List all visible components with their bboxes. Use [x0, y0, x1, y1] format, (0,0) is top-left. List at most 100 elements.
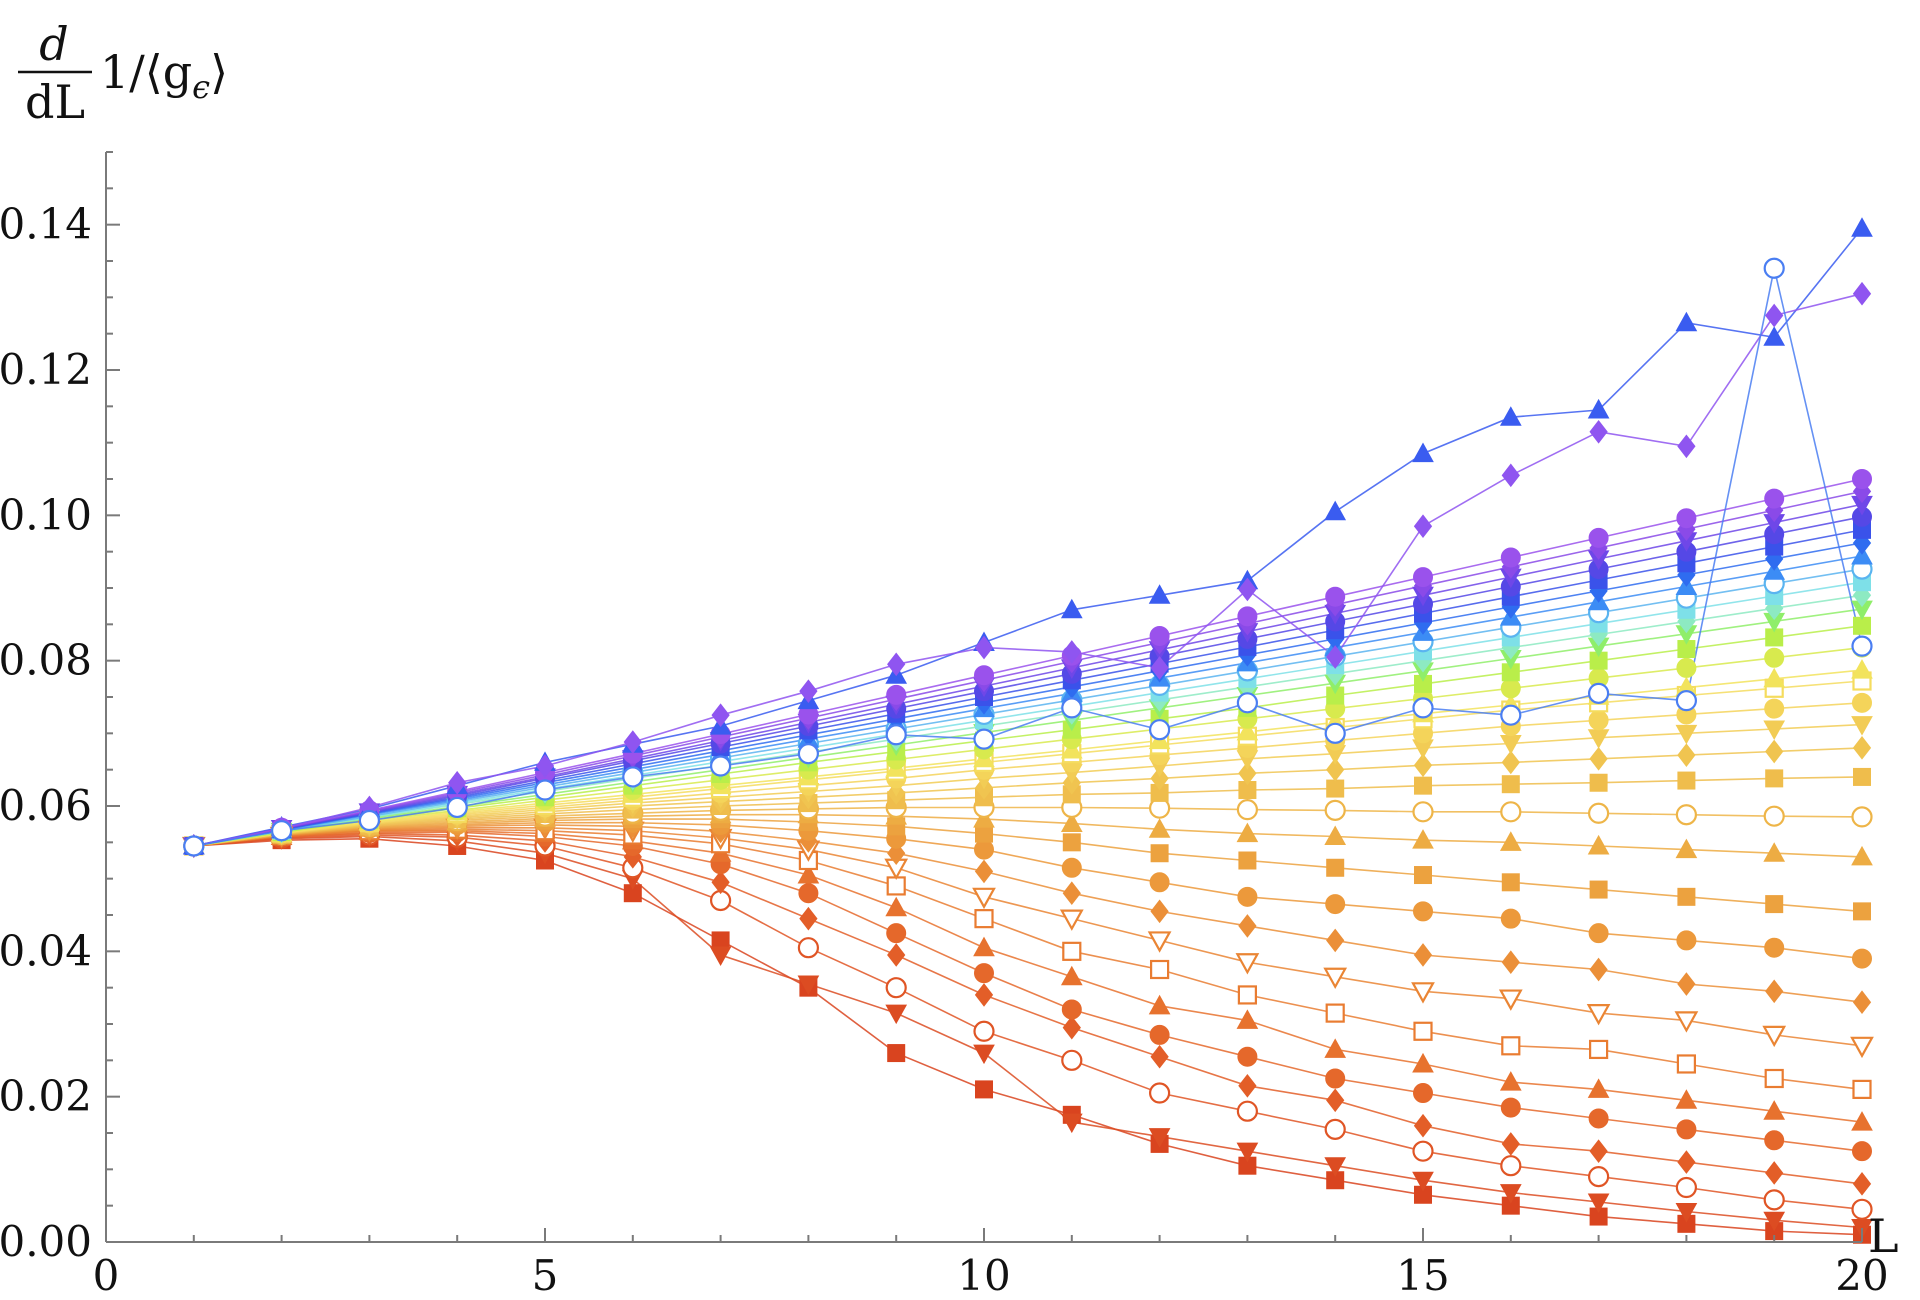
data-point — [974, 665, 994, 686]
series-line-11 — [193, 813, 1863, 858]
data-point — [1326, 928, 1345, 953]
data-point — [1587, 802, 1610, 824]
data-point — [1765, 303, 1784, 328]
data-point — [1765, 1161, 1784, 1185]
data-point — [1677, 434, 1696, 459]
data-point — [1852, 1141, 1872, 1162]
data-point — [1765, 895, 1784, 914]
data-point — [885, 896, 908, 917]
data-point — [1851, 716, 1873, 736]
data-point — [709, 946, 732, 966]
data-point — [1851, 845, 1873, 866]
data-point — [1587, 398, 1610, 419]
data-point — [1236, 1009, 1259, 1029]
series-line-13 — [193, 776, 1863, 847]
data-point — [1589, 1139, 1608, 1163]
data-point — [1851, 659, 1873, 679]
data-point — [1500, 801, 1522, 823]
data-point — [1413, 567, 1433, 588]
data-point — [1062, 833, 1081, 852]
data-point — [887, 1044, 906, 1063]
ylabel-expression-main: 1/⟨g — [100, 45, 192, 99]
series-line-10 — [193, 818, 1863, 913]
series-line-17 — [193, 680, 1863, 847]
data-point — [1501, 775, 1520, 794]
x-tick-label: 0 — [93, 1251, 120, 1300]
data-point — [1677, 887, 1696, 906]
data-point — [709, 755, 732, 777]
series-line-4 — [193, 831, 1863, 1152]
series-line-8 — [193, 824, 1863, 1003]
data-point — [1412, 1052, 1434, 1073]
data-point — [1764, 1130, 1785, 1151]
data-point — [1061, 1049, 1083, 1071]
y-tick-label: 0.14 — [0, 200, 92, 249]
data-point — [1765, 979, 1784, 1004]
y-tick-label: 0.02 — [0, 1072, 92, 1121]
data-point — [1851, 1198, 1873, 1220]
data-point — [1412, 829, 1434, 849]
series-line-9 — [193, 821, 1863, 960]
data-point — [1413, 901, 1433, 922]
data-point — [1499, 1184, 1522, 1204]
data-point — [1236, 692, 1259, 714]
data-point — [885, 1004, 908, 1025]
data-point — [1326, 779, 1345, 798]
data-point — [1061, 857, 1082, 878]
data-point — [1852, 692, 1872, 713]
data-point — [1413, 1113, 1433, 1138]
data-point — [1412, 1140, 1434, 1162]
x-tick-label: 15 — [1396, 1251, 1449, 1300]
data-point — [973, 936, 995, 957]
data-point — [1062, 941, 1082, 961]
data-point — [1589, 773, 1608, 792]
data-point — [1326, 757, 1345, 782]
data-point — [1148, 1128, 1171, 1148]
data-point — [1675, 838, 1698, 859]
data-point — [1764, 1068, 1784, 1089]
data-point — [1587, 1078, 1610, 1098]
data-point — [1062, 881, 1081, 906]
ylabel-subscript: ϵ — [192, 68, 210, 106]
data-point — [1148, 994, 1171, 1015]
data-point — [1764, 488, 1785, 509]
data-point — [1501, 1132, 1520, 1156]
data-point — [1500, 908, 1521, 929]
data-point — [1236, 799, 1259, 821]
data-point — [1588, 923, 1609, 944]
data-point — [1763, 257, 1785, 279]
data-point — [1237, 606, 1258, 627]
data-point — [1588, 1039, 1609, 1060]
data-point — [1587, 682, 1610, 704]
data-point — [1324, 799, 1346, 821]
data-point — [1677, 743, 1696, 767]
series-line-30 — [193, 490, 1863, 847]
data-point — [1852, 1172, 1872, 1196]
data-point — [1324, 1157, 1347, 1177]
data-point — [1851, 217, 1873, 237]
data-point — [1853, 902, 1871, 921]
data-point — [1676, 1119, 1697, 1140]
data-point — [1324, 825, 1347, 846]
data-point — [1413, 753, 1433, 778]
data-point — [1588, 1108, 1609, 1129]
data-point — [797, 864, 820, 884]
data-point — [623, 730, 642, 754]
data-point — [885, 977, 907, 999]
data-point — [1676, 657, 1697, 678]
data-point — [1677, 771, 1696, 790]
data-point — [1500, 547, 1521, 568]
data-point — [1326, 858, 1345, 877]
data-point — [1148, 719, 1171, 741]
data-point — [975, 1080, 993, 1099]
series-line-16 — [193, 702, 1863, 847]
y-tick-label: 0.12 — [0, 345, 92, 394]
data-point — [1061, 999, 1082, 1020]
data-point — [1501, 463, 1520, 488]
series-line-20 — [193, 625, 1863, 847]
series-line-14 — [193, 747, 1863, 847]
series-line-7 — [193, 827, 1863, 1047]
data-point — [448, 770, 467, 795]
x-tick-label: 5 — [532, 1251, 559, 1300]
data-point — [1587, 1165, 1610, 1188]
